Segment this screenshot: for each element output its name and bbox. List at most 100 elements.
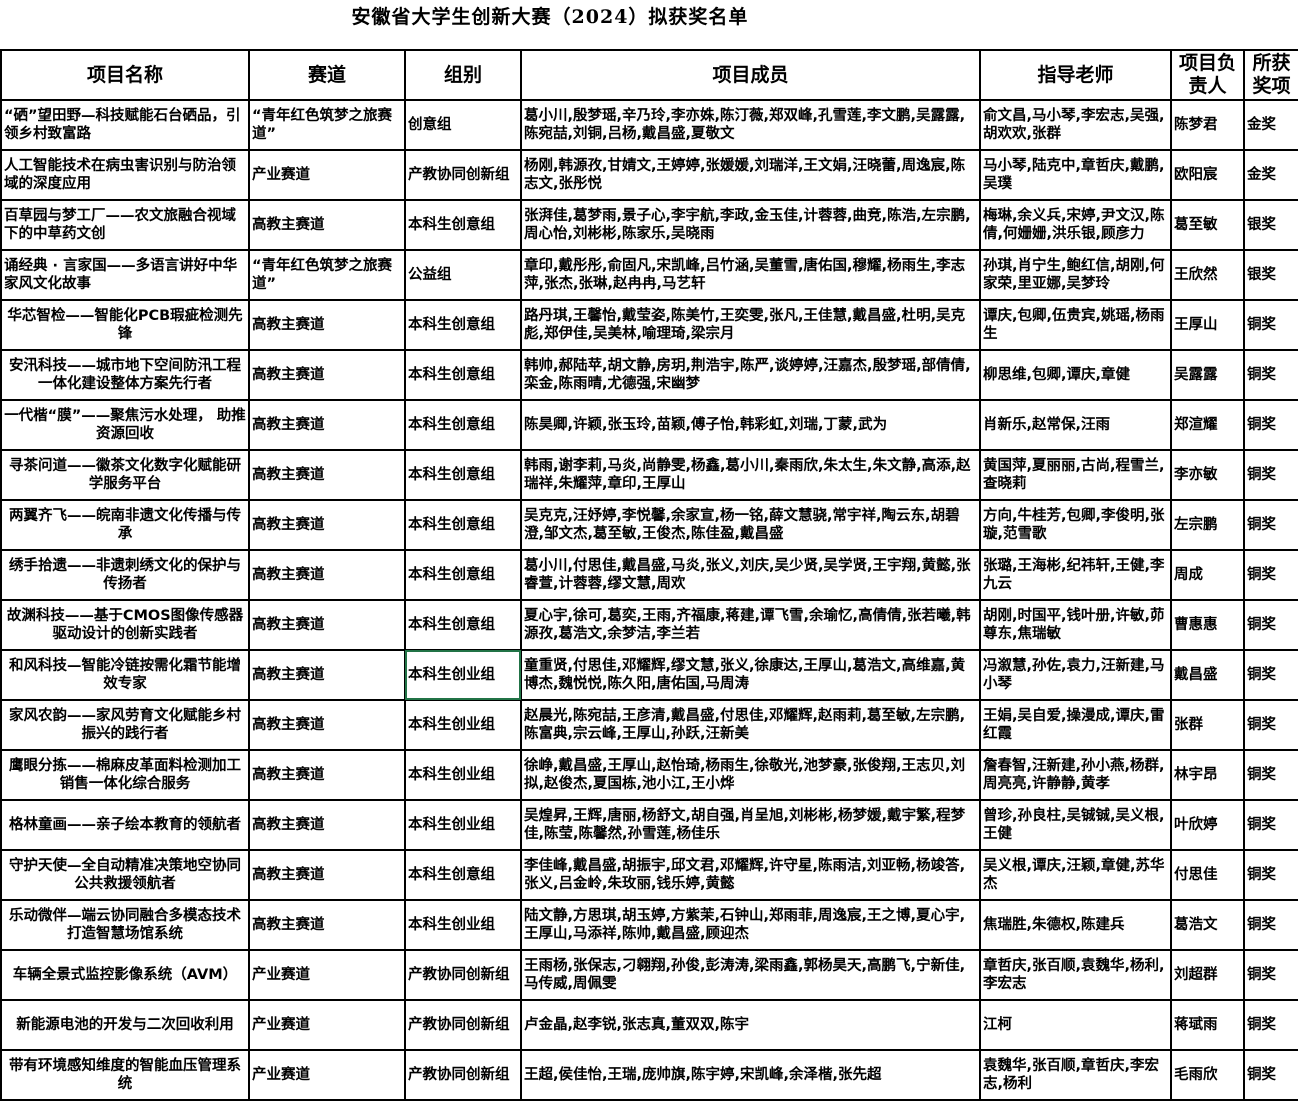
members-cell[interactable]: 路丹琪,王馨怡,戴莹姿,陈美竹,王奕雯,张凡,王佳慧,戴昌盛,杜明,吴克彪,郑伊… [520, 299, 981, 351]
teachers-cell[interactable]: 方向,牛桂芳,包卿,李俊明,张璇,范雪歌 [979, 499, 1172, 551]
members-cell[interactable]: 童重贤,付思佳,邓耀辉,缪文慧,张义,徐康达,王厚山,葛浩文,高维嘉,黄博杰,魏… [520, 649, 981, 701]
leader-cell[interactable]: 左宗鹏 [1170, 499, 1245, 551]
group-cell[interactable]: 本科生创意组 [404, 399, 522, 451]
track-cell[interactable]: 高教主赛道 [248, 799, 406, 851]
leader-cell[interactable]: 陈梦君 [1170, 99, 1245, 151]
award-cell[interactable]: 铜奖 [1243, 449, 1298, 501]
members-cell[interactable]: 葛小川,殷梦瑶,辛乃玲,李亦姝,陈汀薇,郑双峰,孔雪莲,李文鹏,吴露露,陈宛喆,… [520, 99, 981, 151]
project-name-cell[interactable]: 鹰眼分拣——棉麻皮革面料检测加工销售一体化综合服务 [0, 749, 250, 801]
track-cell[interactable]: 高教主赛道 [248, 699, 406, 751]
teachers-cell[interactable]: 章哲庆,张百顺,袁魏华,杨利,李宏志 [979, 949, 1172, 1001]
award-cell[interactable]: 铜奖 [1243, 949, 1298, 1001]
teachers-cell[interactable]: 梅琳,余义兵,宋婷,尹文汉,陈倩,何姗姗,洪乐银,顾彦力 [979, 199, 1172, 251]
members-cell[interactable]: 徐峥,戴昌盛,王厚山,赵怡琦,杨雨生,徐敬光,池梦豪,张俊翔,王志贝,刘拟,赵俊… [520, 749, 981, 801]
award-cell[interactable]: 铜奖 [1243, 749, 1298, 801]
award-cell[interactable]: 铜奖 [1243, 599, 1298, 651]
leader-cell[interactable]: 吴露露 [1170, 349, 1245, 401]
group-cell[interactable]: 本科生创意组 [404, 499, 522, 551]
group-cell[interactable]: 本科生创意组 [404, 449, 522, 501]
leader-cell[interactable]: 周成 [1170, 549, 1245, 601]
award-cell[interactable]: 金奖 [1243, 99, 1298, 151]
track-cell[interactable]: “青年红色筑梦之旅赛道” [248, 99, 406, 151]
track-cell[interactable]: 高教主赛道 [248, 449, 406, 501]
members-cell[interactable]: 陆文静,方思琪,胡玉婷,方紫茉,石钟山,郑雨菲,周逸宸,王之博,夏心宇,王厚山,… [520, 899, 981, 951]
members-cell[interactable]: 王超,侯佳怡,王瑞,庞帅旗,陈宇婷,宋凯峰,余泽楷,张先超 [520, 1049, 981, 1101]
leader-cell[interactable]: 王厚山 [1170, 299, 1245, 351]
project-name-cell[interactable]: 家风农韵——家风劳育文化赋能乡村振兴的践行者 [0, 699, 250, 751]
members-cell[interactable]: 李佳峰,戴昌盛,胡振宇,邱文君,邓耀辉,许守星,陈雨洁,刘亚畅,杨竣答,张义,吕… [520, 849, 981, 901]
project-name-cell[interactable]: 安汛科技——城市地下空间防汛工程一体化建设整体方案先行者 [0, 349, 250, 401]
group-cell[interactable]: 产教协同创新组 [404, 949, 522, 1001]
teachers-cell[interactable]: 谭庆,包卿,伍贵宾,姚瑶,杨雨生 [979, 299, 1172, 351]
teachers-cell[interactable]: 肖新乐,赵常保,汪雨 [979, 399, 1172, 451]
track-cell[interactable]: 产业赛道 [248, 1049, 406, 1101]
group-cell[interactable]: 创意组 [404, 99, 522, 151]
group-cell[interactable]: 本科生创业组 [404, 799, 522, 851]
award-cell[interactable]: 铜奖 [1243, 899, 1298, 951]
teachers-cell[interactable]: 俞文昌,马小琴,李宏志,吴强,胡欢欢,张群 [979, 99, 1172, 151]
teachers-cell[interactable]: 张璐,王海彬,纪祎轩,王健,李九云 [979, 549, 1172, 601]
project-name-cell[interactable]: 守护天使—全自动精准决策地空协同公共救援领航者 [0, 849, 250, 901]
header-project-name[interactable]: 项目名称 [0, 49, 250, 101]
award-cell[interactable]: 铜奖 [1243, 549, 1298, 601]
teachers-cell[interactable]: 马小琴,陆克中,章哲庆,戴鹏,吴璞 [979, 149, 1172, 201]
header-leader[interactable]: 项目负责人 [1170, 49, 1245, 101]
project-name-cell[interactable]: 和风科技—智能冷链按需化霜节能增效专家 [0, 649, 250, 701]
group-cell[interactable]: 本科生创意组 [404, 849, 522, 901]
members-cell[interactable]: 韩雨,谢李莉,马炎,尚静雯,杨鑫,葛小川,秦雨欣,朱太生,朱文静,高添,赵瑞祥,… [520, 449, 981, 501]
members-cell[interactable]: 葛小川,付思佳,戴昌盛,马炎,张义,刘庆,吴少贤,吴学贤,王宇翔,黄懿,张睿萱,… [520, 549, 981, 601]
award-cell[interactable]: 铜奖 [1243, 799, 1298, 851]
track-cell[interactable]: 高教主赛道 [248, 499, 406, 551]
group-cell[interactable]: 本科生创意组 [404, 299, 522, 351]
group-cell[interactable]: 本科生创意组 [404, 349, 522, 401]
project-name-cell[interactable]: 带有环境感知维度的智能血压管理系统 [0, 1049, 250, 1101]
track-cell[interactable]: 产业赛道 [248, 949, 406, 1001]
track-cell[interactable]: 高教主赛道 [248, 749, 406, 801]
group-cell[interactable]: 本科生创意组 [404, 199, 522, 251]
project-name-cell[interactable]: 格林童画——亲子绘本教育的领航者 [0, 799, 250, 851]
members-cell[interactable]: 赵晨光,陈宛喆,王彦清,戴昌盛,付思佳,邓耀辉,赵雨莉,葛至敏,左宗鹏,陈富典,… [520, 699, 981, 751]
track-cell[interactable]: 高教主赛道 [248, 299, 406, 351]
members-cell[interactable]: 夏心宇,徐可,葛奕,王雨,齐福康,蒋建,谭飞雪,余瑜忆,高倩倩,张若曦,韩源孜,… [520, 599, 981, 651]
project-name-cell[interactable]: 一代楷“膜”——聚焦污水处理， 助推资源回收 [0, 399, 250, 451]
award-cell[interactable]: 铜奖 [1243, 299, 1298, 351]
track-cell[interactable]: 产业赛道 [248, 999, 406, 1051]
award-cell[interactable]: 铜奖 [1243, 399, 1298, 451]
group-cell[interactable]: 本科生创业组 [404, 749, 522, 801]
project-name-cell[interactable]: 寻茶问道——徽茶文化数字化赋能研学服务平台 [0, 449, 250, 501]
teachers-cell[interactable]: 江柯 [979, 999, 1172, 1051]
teachers-cell[interactable]: 黄国萍,夏丽丽,古尚,程雪兰,查晓莉 [979, 449, 1172, 501]
award-cell[interactable]: 金奖 [1243, 149, 1298, 201]
award-cell[interactable]: 铜奖 [1243, 999, 1298, 1051]
project-name-cell[interactable]: 车辆全景式监控影像系统（AVM） [0, 949, 250, 1001]
track-cell[interactable]: 高教主赛道 [248, 599, 406, 651]
project-name-cell[interactable]: 新能源电池的开发与二次回收利用 [0, 999, 250, 1051]
teachers-cell[interactable]: 袁魏华,张百顺,章哲庆,李宏志,杨利 [979, 1049, 1172, 1101]
header-track[interactable]: 赛道 [248, 49, 406, 101]
teachers-cell[interactable]: 吴义根,谭庆,汪颖,章健,苏华杰 [979, 849, 1172, 901]
award-cell[interactable]: 银奖 [1243, 249, 1298, 301]
track-cell[interactable]: 高教主赛道 [248, 849, 406, 901]
track-cell[interactable]: 高教主赛道 [248, 899, 406, 951]
leader-cell[interactable]: 葛至敏 [1170, 199, 1245, 251]
track-cell[interactable]: 高教主赛道 [248, 199, 406, 251]
project-name-cell[interactable]: 乐动微伴—端云协同融合多模态技术打造智慧场馆系统 [0, 899, 250, 951]
award-cell[interactable]: 铜奖 [1243, 1049, 1298, 1101]
project-name-cell[interactable]: 绣手拾遗——非遗刺绣文化的保护与传扬者 [0, 549, 250, 601]
group-cell[interactable]: 本科生创业组 [404, 899, 522, 951]
header-teachers[interactable]: 指导老师 [979, 49, 1172, 101]
group-cell[interactable]: 产教协同创新组 [404, 1049, 522, 1101]
track-cell[interactable]: “青年红色筑梦之旅赛道” [248, 249, 406, 301]
members-cell[interactable]: 吴克克,汪妤婷,李悦馨,余家宣,杨一铭,薛文慧骁,常宇祥,陶云东,胡碧澄,邹文杰… [520, 499, 981, 551]
project-name-cell[interactable]: “硒”望田野—科技赋能石台硒品，引领乡村致富路 [0, 99, 250, 151]
teachers-cell[interactable]: 焦瑞胜,朱德权,陈建兵 [979, 899, 1172, 951]
group-cell[interactable]: 产教协同创新组 [404, 999, 522, 1051]
header-group[interactable]: 组别 [404, 49, 522, 101]
group-cell[interactable]: 本科生创意组 [404, 599, 522, 651]
track-cell[interactable]: 高教主赛道 [248, 549, 406, 601]
members-cell[interactable]: 张湃佳,葛梦雨,景子心,李宇航,李政,金玉佳,计蓉蓉,曲竞,陈浩,左宗鹏,周心怡… [520, 199, 981, 251]
members-cell[interactable]: 王雨杨,张保志,刁翱翔,孙俊,彭涛涛,梁雨鑫,郭杨昊天,高鹏飞,宁新佳,马传威,… [520, 949, 981, 1001]
leader-cell[interactable]: 戴昌盛 [1170, 649, 1245, 701]
award-cell[interactable]: 铜奖 [1243, 699, 1298, 751]
project-name-cell[interactable]: 华芯智检——智能化PCB瑕疵检测先锋 [0, 299, 250, 351]
